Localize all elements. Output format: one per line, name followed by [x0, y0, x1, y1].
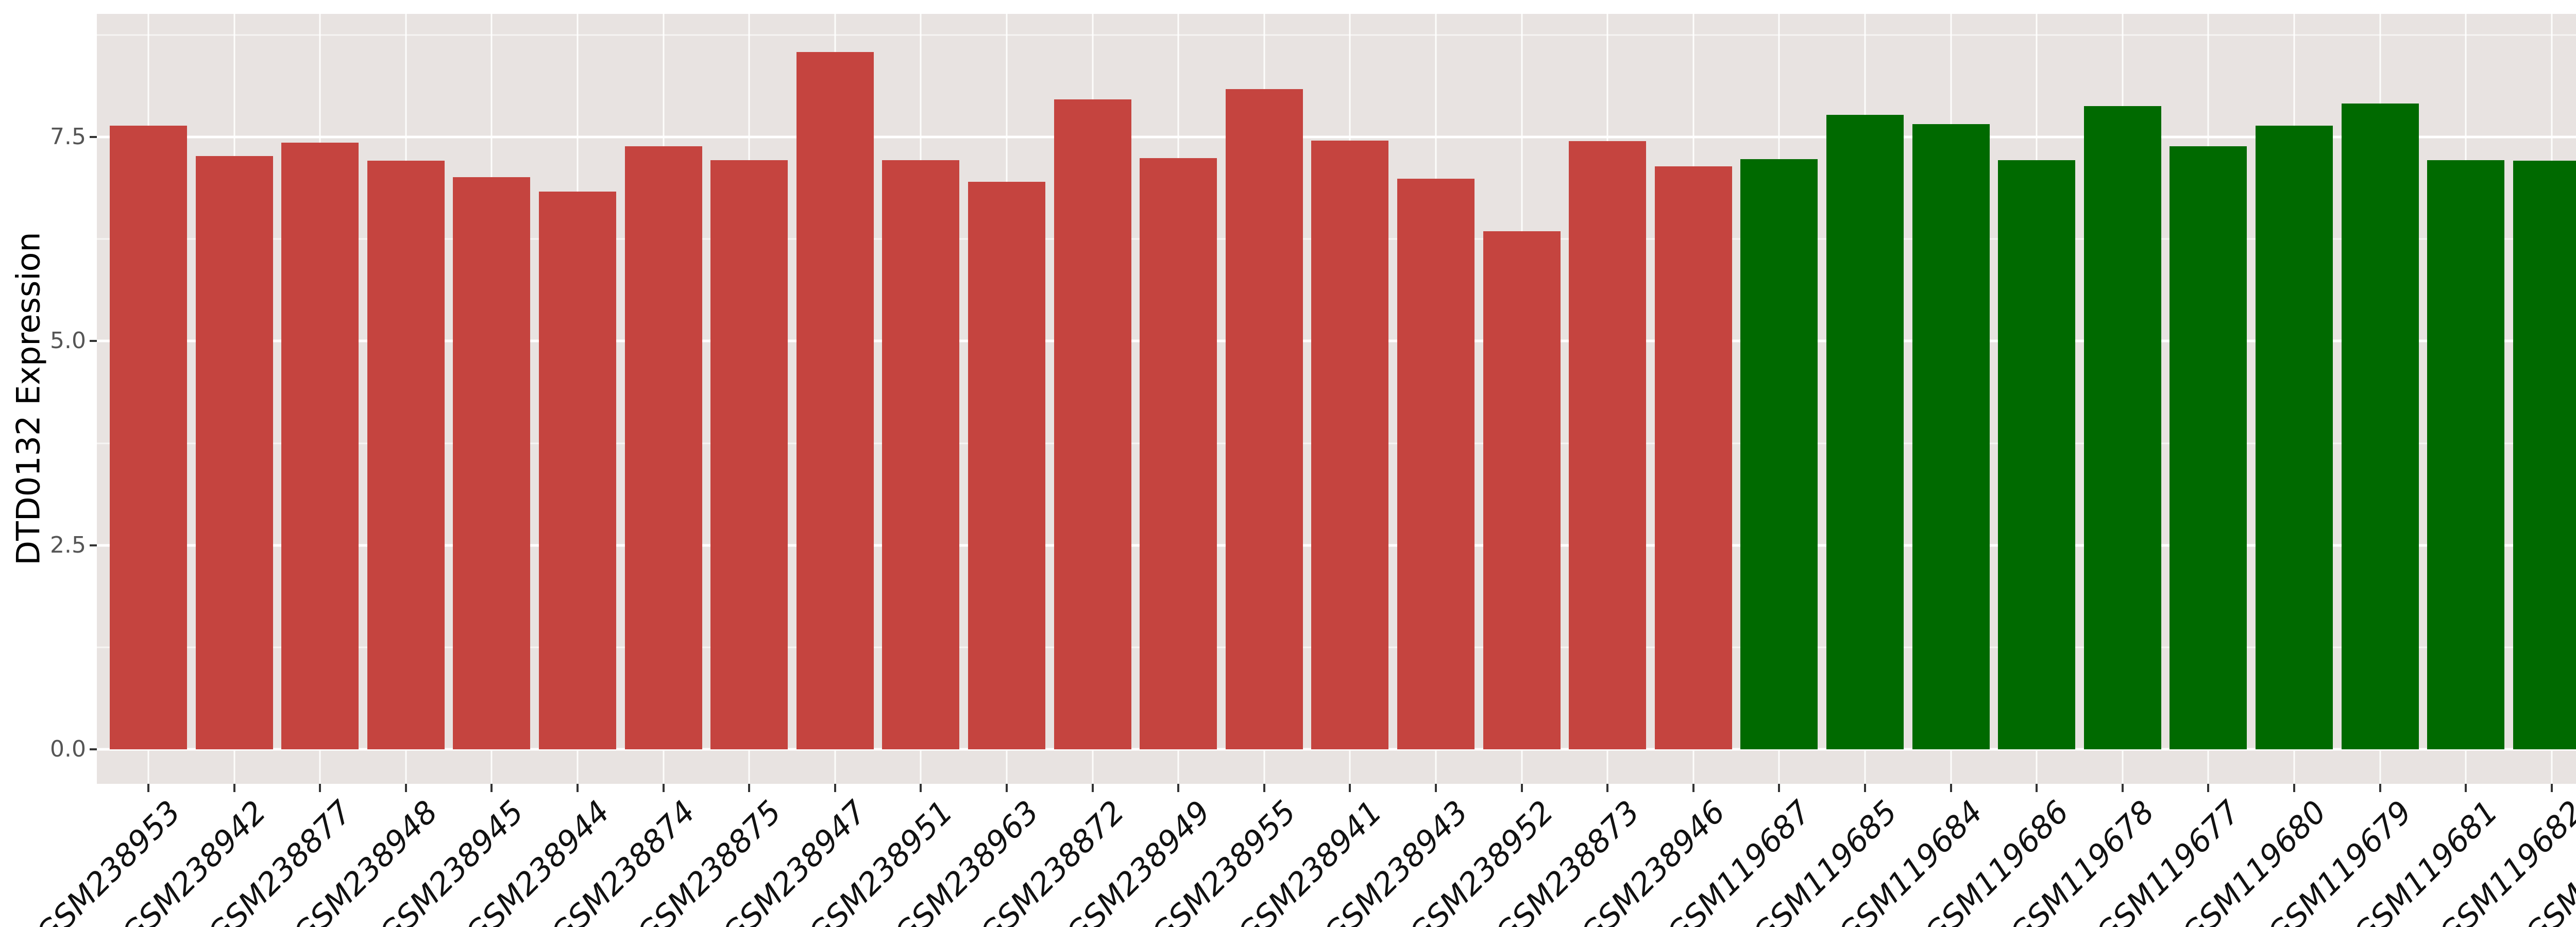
bar [1397, 179, 1475, 749]
y-axis-tick-labels: 0.0 2.5 5.0 7.5 [0, 14, 86, 784]
y-tick-mark [90, 748, 97, 750]
bar [1912, 124, 1990, 749]
bar [2170, 146, 2247, 749]
y-tick-mark [90, 544, 97, 546]
bar [453, 177, 531, 749]
y-tick-label: 0.0 [50, 735, 86, 762]
x-axis-ticks [97, 784, 2576, 792]
bar [710, 160, 788, 749]
x-tick-mark [1091, 784, 1094, 792]
x-tick-mark [1005, 784, 1008, 792]
y-tick-label: 2.5 [50, 531, 86, 558]
x-tick-mark [1778, 784, 1781, 792]
y-tick-mark [90, 340, 97, 342]
x-tick-mark [2465, 784, 2467, 792]
x-axis-tick-labels: GSM238953 GSM238942 GSM238877 GSM238948 GSM2… [29, 794, 2576, 927]
bar [539, 192, 616, 749]
x-tick-mark [662, 784, 665, 792]
x-tick-mark [1349, 784, 1351, 792]
x-tick-mark [1435, 784, 1437, 792]
bar [1569, 141, 1647, 749]
x-tick-mark [2036, 784, 2038, 792]
x-tick-mark [920, 784, 922, 792]
x-tick-mark [2121, 784, 2124, 792]
x-tick-mark [1177, 784, 1180, 792]
bar [1311, 140, 1389, 749]
minor-gridline [97, 34, 2576, 36]
bar [109, 126, 187, 749]
x-tick-mark [2550, 784, 2553, 792]
x-tick-mark [233, 784, 235, 792]
bar [2256, 126, 2333, 749]
x-tick-mark [2293, 784, 2296, 792]
bar [624, 146, 702, 749]
plot-panel [97, 14, 2576, 784]
major-gridline [97, 135, 2576, 139]
bar [1054, 99, 1131, 749]
x-tick-mark [834, 784, 836, 792]
x-tick-mark [1520, 784, 1523, 792]
x-tick-mark [1950, 784, 1952, 792]
bar [796, 52, 874, 749]
x-tick-mark [1263, 784, 1265, 792]
x-tick-mark [1864, 784, 1866, 792]
x-tick-mark [1692, 784, 1694, 792]
bar [882, 160, 960, 749]
y-tick-label: 7.5 [50, 124, 86, 150]
bars [97, 14, 2576, 784]
bar [195, 156, 273, 749]
bar [1826, 115, 1904, 749]
y-tick-mark [90, 136, 97, 139]
y-axis-ticks [89, 14, 97, 784]
bar [2083, 106, 2161, 749]
x-tick-mark [748, 784, 751, 792]
bar [1483, 231, 1561, 749]
x-tick-mark [319, 784, 321, 792]
x-tick-mark [490, 784, 493, 792]
bar [2513, 161, 2576, 749]
bar [1998, 160, 2076, 749]
x-tick-mark [576, 784, 579, 792]
bar [2427, 160, 2505, 749]
x-tick-mark [2207, 784, 2210, 792]
bar [1140, 158, 1217, 749]
bar [1740, 159, 1818, 749]
x-tick-mark [1606, 784, 1609, 792]
major-gridline [97, 748, 2576, 751]
bar [968, 182, 1045, 749]
bar [1654, 166, 1732, 749]
y-tick-label: 5.0 [50, 328, 86, 354]
x-tick-mark [404, 784, 407, 792]
x-tick-mark [2379, 784, 2381, 792]
bar [2341, 104, 2419, 749]
bar [1225, 89, 1303, 749]
bar [281, 143, 359, 749]
x-tick-mark [147, 784, 149, 792]
bar [367, 161, 445, 749]
